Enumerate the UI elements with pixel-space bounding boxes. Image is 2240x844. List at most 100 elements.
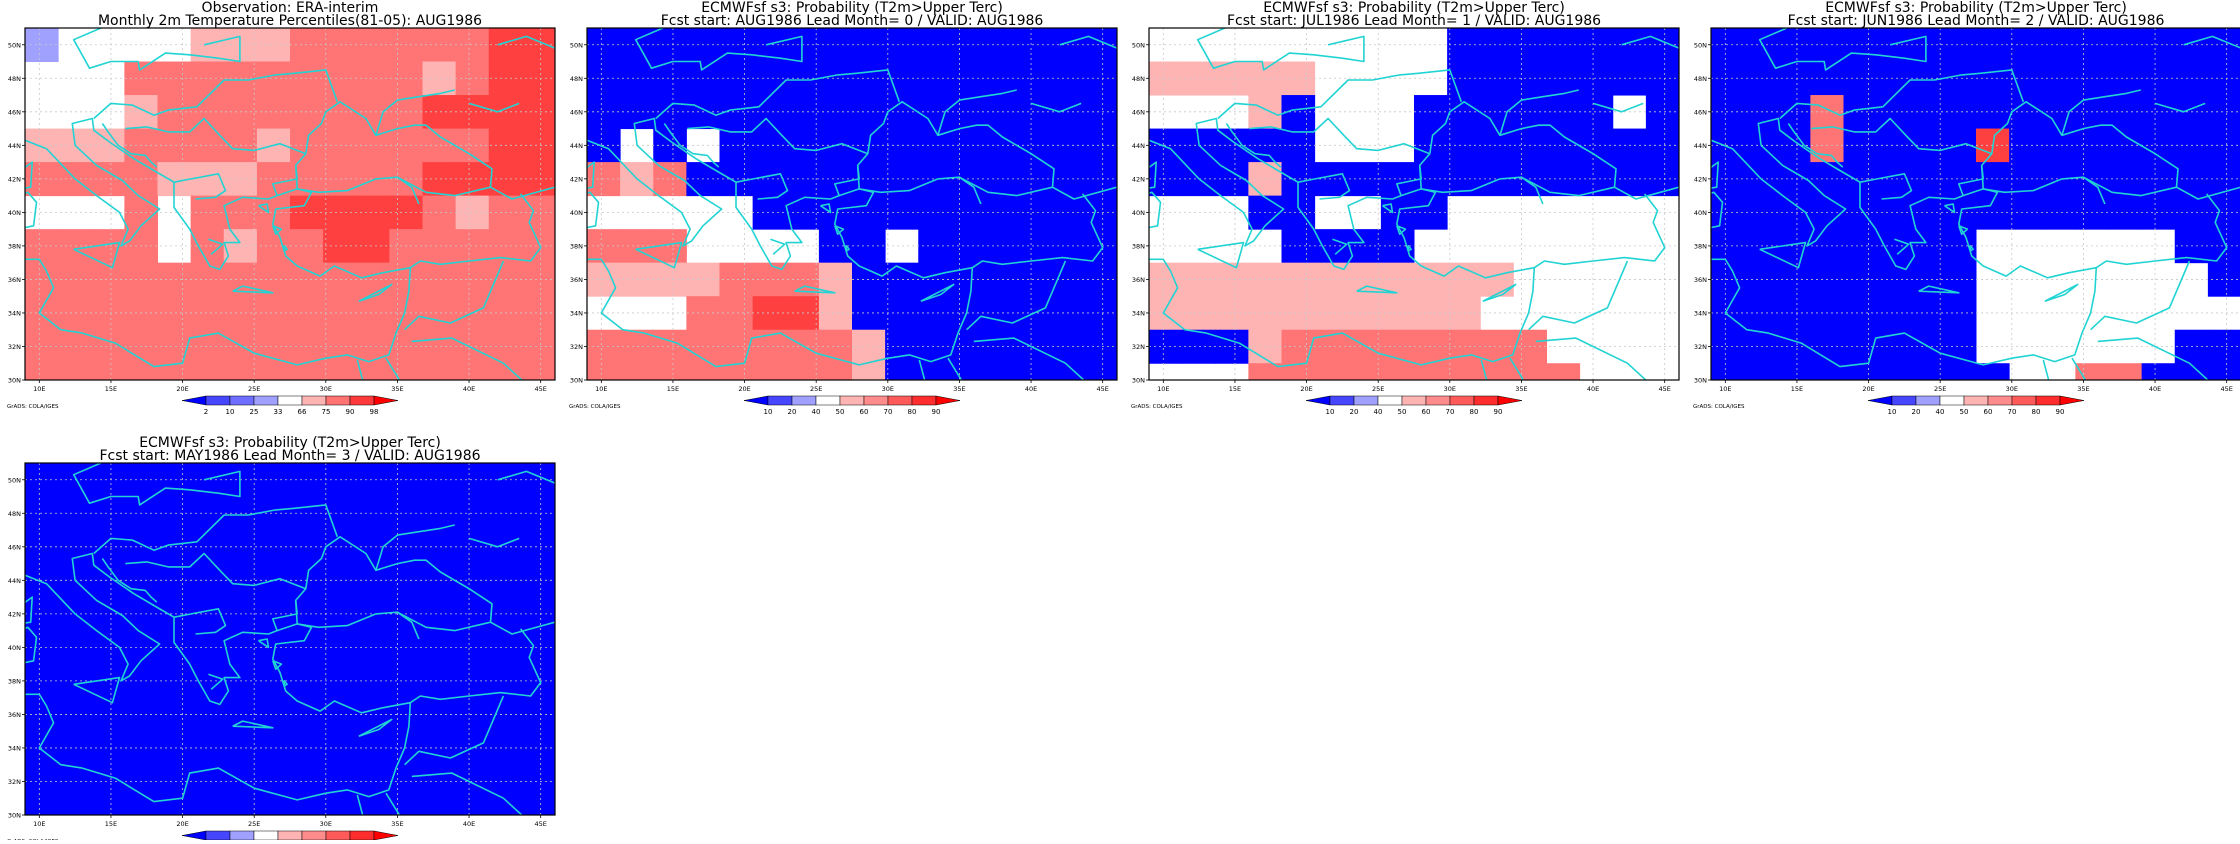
colorbar-swatch [350,396,374,405]
colorbar-tick-label: 20 [788,408,797,416]
lon-tick-label: 30E [1444,385,1456,393]
lon-tick-label: 35E [2077,385,2089,393]
colorbar-tick-label: 60 [1422,408,1431,416]
lat-tick-label: 32N [1694,343,1707,351]
colorbar-tick-label: 50 [1398,408,1407,416]
colorbar-tick-label: 75 [322,408,331,416]
colorbar-swatch [182,831,206,840]
lat-tick-label: 44N [8,577,21,585]
lon-tick-label: 30E [2006,385,2018,393]
lat-tick-label: 50N [8,476,21,484]
lat-tick-label: 42N [1694,175,1707,183]
lat-tick-label: 46N [570,108,583,116]
lat-tick-label: 36N [1132,276,1145,284]
lat-tick-label: 42N [570,175,583,183]
colorbar-swatch [254,831,278,840]
colorbar-tick-label: 66 [298,408,307,416]
colorbar-swatch [1378,396,1402,405]
lat-tick-label: 40N [8,644,21,652]
lat-tick-label: 40N [1694,209,1707,217]
colorbar-tick-label: 25 [250,408,259,416]
lat-tick-label: 36N [1694,276,1707,284]
lat-tick-label: 34N [8,744,21,752]
lat-tick-label: 50N [8,41,21,49]
colorbar-swatch [1426,396,1450,405]
lat-tick-label: 42N [1132,175,1145,183]
lon-tick-label: 35E [391,385,403,393]
lon-tick-label: 10E [1157,385,1169,393]
colorbar-swatch [206,831,230,840]
lon-tick-label: 35E [391,820,403,828]
colorbar-tick-label: 70 [1446,408,1455,416]
colorbar-swatch [744,396,768,405]
coastline [555,564,601,665]
colorbar-tick-label: 10 [1888,408,1897,416]
colorbar-tick-label: 90 [346,408,355,416]
colorbar-tick-label: 10 [226,408,235,416]
colorbar-swatch [1940,396,1964,405]
lon-tick-label: 30E [882,385,894,393]
lon-tick-label: 10E [1719,385,1731,393]
colorbar-swatch [1892,396,1916,405]
lon-tick-label: 20E [1862,385,1874,393]
lat-tick-label: 32N [8,778,21,786]
grads-credit: GrADS: COLA/IGES [1131,404,1183,410]
colorbar-tick-label: 40 [1936,408,1945,416]
colorbar-tick-label: 90 [932,408,941,416]
lon-tick-label: 20E [176,385,188,393]
lon-tick-label: 40E [1025,385,1037,393]
lon-tick-label: 10E [595,385,607,393]
colorbar-tick-label: 60 [860,408,869,416]
colorbar-tick-label: 90 [1494,408,1503,416]
colorbar-tick-label: 80 [2032,408,2041,416]
lat-tick-label: 34N [8,309,21,317]
map-layer [1700,28,2240,417]
lon-tick-label: 25E [810,385,822,393]
lat-tick-label: 44N [1694,142,1707,150]
colorbar-tick-label: 90 [2056,408,2065,416]
colorbar-tick-label: 50 [836,408,845,416]
colorbar-tick-label: 98 [370,408,379,416]
colorbar-swatch [1330,396,1354,405]
colorbar-swatch [1450,396,1474,405]
lon-tick-label: 10E [33,385,45,393]
colorbar-swatch [230,396,254,405]
lon-tick-label: 15E [1791,385,1803,393]
lat-tick-label: 46N [1132,108,1145,116]
chart-title-line2: Fcst start: MAY1986 Lead Month= 3 / VALI… [99,448,480,464]
grads-credit: GrADS: COLA/IGES [1693,404,1745,410]
lat-tick-label: 44N [8,142,21,150]
lat-tick-label: 32N [1132,343,1145,351]
lon-tick-label: 40E [2149,385,2161,393]
lon-tick-label: 45E [2220,385,2232,393]
chart-title-line2: Fcst start: AUG1986 Lead Month= 0 / VALI… [661,13,1044,29]
lat-tick-label: 32N [570,343,583,351]
colorbar-swatch [254,396,278,405]
lon-tick-label: 20E [176,820,188,828]
colorbar-swatch [936,396,960,405]
lat-tick-label: 30N [8,377,21,385]
lon-tick-label: 15E [105,820,117,828]
colorbar-swatch [350,831,374,840]
lat-tick-label: 40N [1132,209,1145,217]
lat-tick-label: 44N [1132,142,1145,150]
lat-tick-label: 44N [570,142,583,150]
lon-tick-label: 30E [320,385,332,393]
colorbar-swatch [1916,396,1940,405]
colorbar-swatch [1964,396,1988,405]
colorbar-swatch [1354,396,1378,405]
lat-tick-label: 36N [8,276,21,284]
lat-tick-label: 38N [8,242,21,250]
lat-tick-label: 48N [8,510,21,518]
colorbar-swatch [374,831,398,840]
colorbar-swatch [1402,396,1426,405]
lat-tick-label: 38N [1132,242,1145,250]
lon-tick-label: 35E [1515,385,1527,393]
lon-tick-label: 30E [320,820,332,828]
colorbar-swatch [278,831,302,840]
colorbar-swatch [182,396,206,405]
lon-tick-label: 35E [953,385,965,393]
chart-title-line2: Monthly 2m Temperature Percentiles(81-05… [98,13,482,29]
colorbar-tick-label: 70 [884,408,893,416]
lat-tick-label: 30N [8,812,21,820]
